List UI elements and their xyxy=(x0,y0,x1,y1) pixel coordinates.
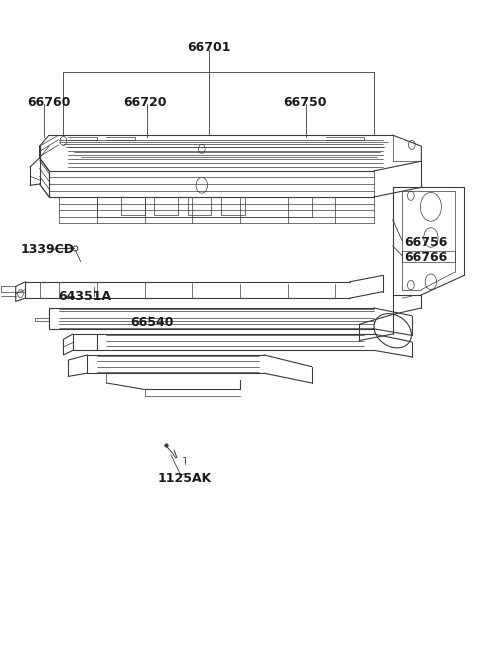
Text: 66766: 66766 xyxy=(405,252,448,264)
Text: 66720: 66720 xyxy=(123,96,167,109)
Text: 64351A: 64351A xyxy=(59,290,112,303)
Text: 66760: 66760 xyxy=(28,96,71,109)
Text: 66750: 66750 xyxy=(283,96,326,109)
Text: 66701: 66701 xyxy=(187,41,231,54)
Text: 1339CD: 1339CD xyxy=(21,243,74,255)
Text: 1125AK: 1125AK xyxy=(158,472,212,485)
Text: 66756: 66756 xyxy=(405,236,448,249)
Text: 66540: 66540 xyxy=(130,316,174,329)
